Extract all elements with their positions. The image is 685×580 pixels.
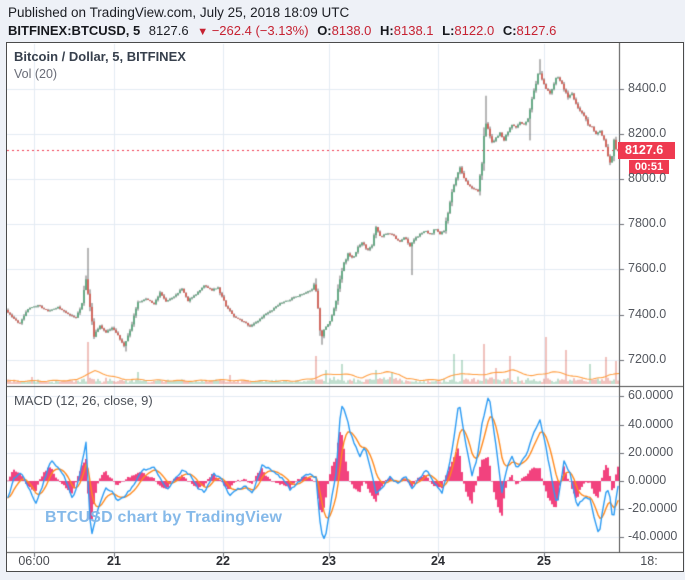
price-axis-label: 8200.0 [628,126,667,141]
price-axis-label: 7600.0 [628,261,667,276]
time-axis-label: 22 [216,554,230,568]
macd-axis-label: -40.0000 [628,529,678,544]
chart-legend-title: Bitcoin / Dollar, 5, BITFINEX [14,49,186,64]
publish-info: Published on TradingView.com, July 25, 2… [8,5,350,20]
close-label: C: [502,23,517,38]
price-change: −262.4 (−3.13%) [211,23,309,38]
price-axis-label: 8400.0 [628,81,667,95]
chart-frame: Bitcoin / Dollar, 5, BITFINEX Vol (20) M… [6,42,684,572]
volume-indicator-legend: Vol (20) [14,67,58,81]
low-label: L: [442,23,455,38]
time-axis-label: 06:00 [18,554,50,568]
chart-canvas[interactable] [7,43,683,571]
price-axis-label: 7800.0 [628,216,667,231]
price-axis-label: 7400.0 [628,306,667,321]
macd-axis-label: 60.0000 [628,388,674,403]
high-label: H: [380,23,394,38]
open-label: O: [317,23,332,38]
close-value: 8127.6 [516,23,557,38]
header: Published on TradingView.com, July 25, 2… [8,4,556,41]
bar-countdown-badge: 00:51 [629,159,669,174]
arrow-down-icon: ▼ [197,26,209,38]
symbol-name: BITFINEX:BTCUSD, 5 [8,23,141,38]
open-value: 8138.0 [331,23,372,38]
last-price-badge: 8127.6 [618,141,675,159]
low-value: 8122.0 [454,23,495,38]
time-axis-label: 25 [537,554,551,568]
time-axis-label: 21 [107,554,121,568]
tradingview-watermark-link[interactable]: BTCUSD chart by TradingView [45,509,283,526]
macd-axis-label: -20.0000 [628,501,678,516]
price-axis-label: 7200.0 [628,351,667,366]
price-axis-label: 8000.0 [628,171,667,186]
time-axis-label: 24 [431,554,445,568]
high-value: 8138.1 [393,23,434,38]
symbol-info-bar: BITFINEX:BTCUSD, 5 8127.6 ▼ −262.4 (−3.1… [8,22,556,41]
macd-axis-label: 20.0000 [628,444,674,459]
macd-indicator-legend: MACD (12, 26, close, 9) [14,393,153,408]
time-axis-label: 23 [322,554,336,568]
time-axis-label: 18: [640,554,658,568]
macd-axis-label: 0.0000 [628,473,667,487]
last-price: 8127.6 [148,23,189,38]
macd-axis-label: 40.0000 [628,416,674,431]
